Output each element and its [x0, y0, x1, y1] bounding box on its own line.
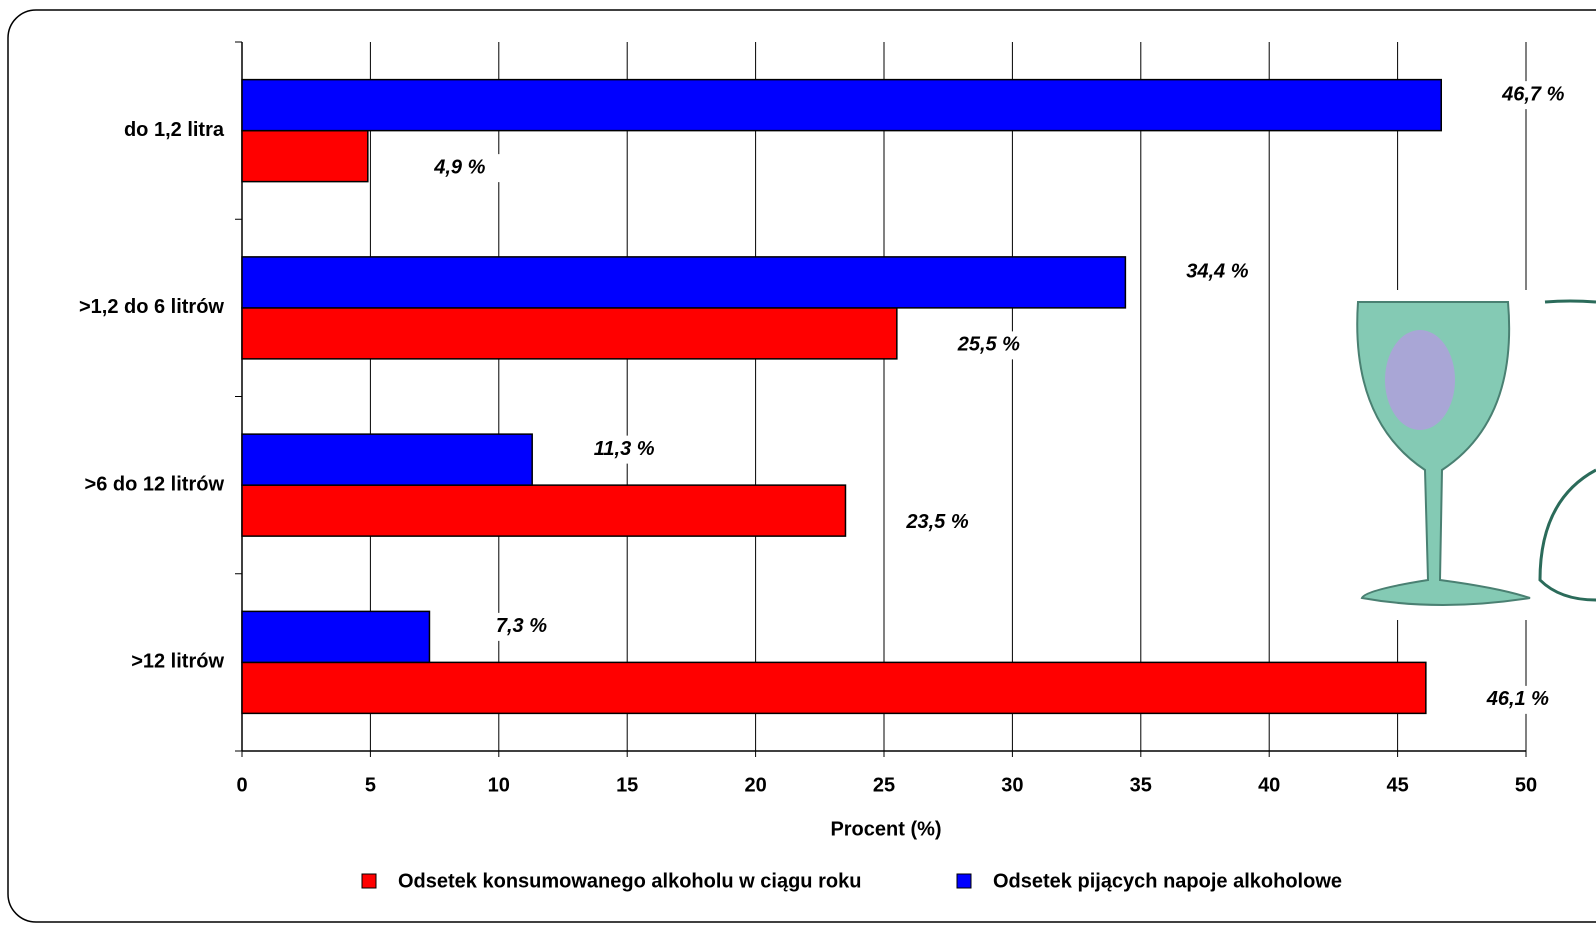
data-label: 25,5 % — [957, 334, 1020, 356]
label-background — [479, 612, 564, 641]
label-background — [1475, 685, 1560, 714]
x-tick-label: 20 — [744, 774, 766, 796]
x-tick-label: 50 — [1515, 774, 1537, 796]
x-axis-title: Procent (%) — [830, 818, 941, 840]
data-label: 23,5 % — [905, 511, 968, 533]
bar — [241, 307, 898, 360]
x-tick-label: 15 — [616, 774, 638, 796]
x-tick-label: 35 — [1130, 774, 1152, 796]
bar — [241, 610, 431, 664]
data-label: 46,7 % — [1501, 83, 1564, 105]
legend-label: Odsetek konsumowanego alkoholu w ciągu r… — [398, 870, 861, 892]
data-label: 7,3 % — [496, 615, 547, 637]
label-background — [1491, 81, 1576, 110]
data-label: 11,3 % — [594, 438, 655, 460]
bar — [241, 78, 1443, 132]
y-tick-label: do 1,2 litra — [124, 119, 225, 141]
legend-label: Odsetek pijących napoje alkoholowe — [993, 870, 1342, 892]
legend-swatch — [361, 873, 377, 889]
label-background — [417, 154, 502, 183]
bar — [241, 256, 1127, 309]
glass-2 — [1538, 299, 1596, 602]
x-tick-label: 5 — [365, 774, 376, 796]
y-tick-label: >6 do 12 litrów — [85, 473, 225, 495]
legend-swatch — [956, 873, 972, 889]
x-tick-label: 0 — [236, 774, 247, 796]
data-label: 46,1 % — [1486, 688, 1549, 710]
label-background — [895, 508, 980, 537]
glass-picture — [1340, 290, 1596, 620]
bar — [241, 129, 369, 183]
y-tick-label: >12 litrów — [131, 651, 224, 673]
bar — [241, 433, 533, 486]
bar — [241, 661, 1427, 715]
x-tick-label: 25 — [873, 774, 895, 796]
y-tick-label: >1,2 do 6 litrów — [79, 296, 224, 318]
x-tick-label: 40 — [1258, 774, 1280, 796]
bar — [241, 484, 847, 537]
data-label: 34,4 % — [1186, 261, 1248, 283]
label-background — [1175, 258, 1260, 287]
x-tick-label: 10 — [488, 774, 510, 796]
x-tick-label: 45 — [1386, 774, 1408, 796]
data-label: 4,9 % — [433, 156, 485, 178]
label-background — [582, 435, 667, 464]
label-background — [946, 331, 1031, 360]
figure — [1385, 330, 1455, 430]
x-tick-label: 30 — [1001, 774, 1023, 796]
